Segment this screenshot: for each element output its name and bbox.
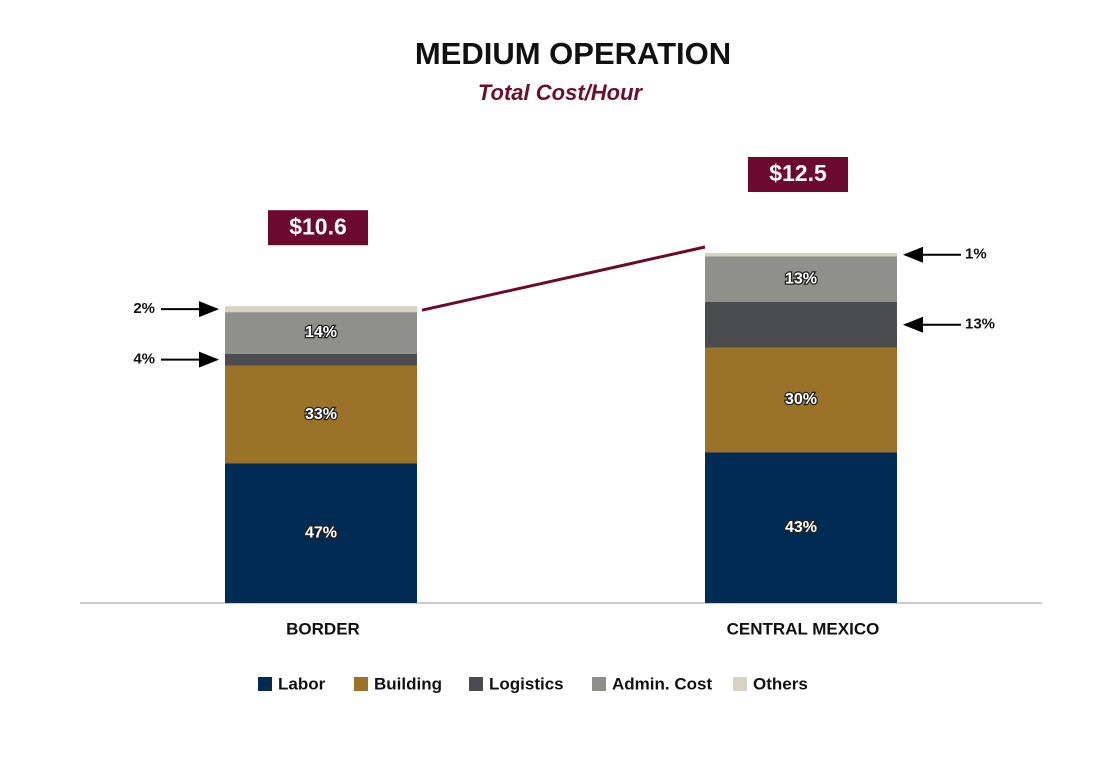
total-label: $12.5 (769, 160, 827, 186)
segment-label: 47% (305, 524, 337, 541)
segment-label: 30% (785, 391, 817, 408)
segment-label: 14% (305, 324, 337, 341)
x-tick-label: CENTRAL MEXICO (727, 619, 880, 638)
bar-segment (705, 302, 897, 348)
legend-label: Labor (278, 674, 326, 693)
segment-label: 13% (965, 316, 995, 333)
total-label: $10.6 (289, 213, 347, 239)
chart-title: MEDIUM OPERATION (415, 36, 731, 71)
bar-segment (225, 306, 417, 313)
segment-label: 13% (785, 270, 817, 287)
total-box (748, 157, 848, 192)
total-box (268, 210, 368, 246)
bar-segment (705, 253, 897, 257)
legend-label: Others (753, 674, 808, 693)
segment-label: 2% (133, 300, 155, 317)
segment-label: 1% (965, 246, 987, 263)
legend-label: Logistics (489, 674, 564, 693)
x-tick-label: BORDER (286, 619, 360, 638)
bar-segment (225, 365, 417, 464)
bar-segment (225, 312, 417, 354)
bar-segment (225, 463, 417, 603)
legend-swatch (354, 677, 368, 691)
bar-segment (705, 256, 897, 302)
segment-label: 33% (305, 406, 337, 423)
bar-segment (705, 452, 897, 603)
legend-swatch (258, 677, 272, 691)
legend-swatch (733, 677, 747, 691)
legend-swatch (469, 677, 483, 691)
segment-label: 4% (133, 351, 155, 368)
bar-segment (225, 353, 417, 366)
legend-swatch (592, 677, 606, 691)
chart-subtitle: Total Cost/Hour (478, 80, 644, 105)
bar-segment (705, 347, 897, 453)
legend-label: Admin. Cost (612, 674, 712, 693)
segment-label: 43% (785, 519, 817, 536)
legend-label: Building (374, 674, 442, 693)
connector (421, 245, 706, 312)
